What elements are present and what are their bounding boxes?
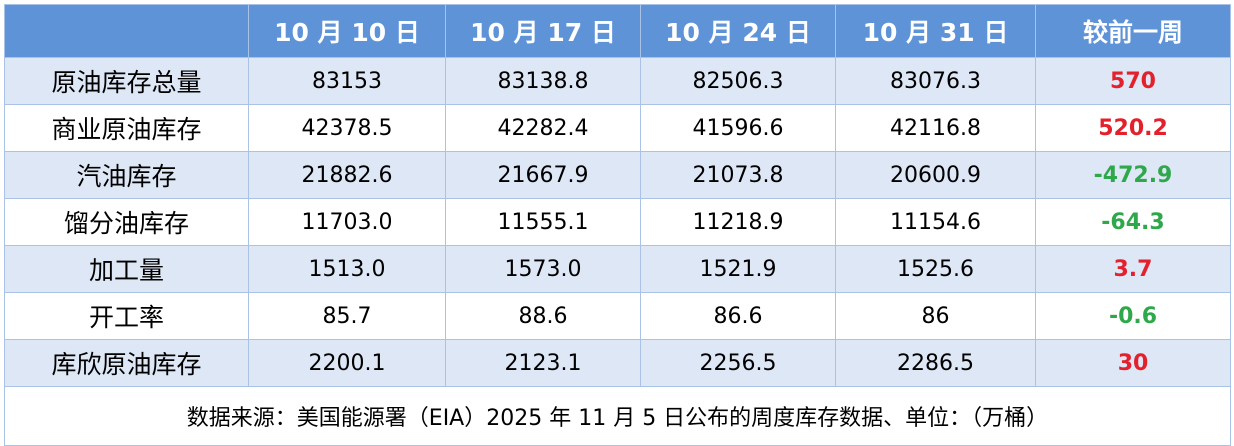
value-cell: 1521.9 bbox=[640, 245, 836, 293]
value-cell: 1513.0 bbox=[248, 245, 446, 293]
value-cell: 11154.6 bbox=[835, 198, 1036, 246]
value-cell: 82506.3 bbox=[640, 57, 836, 105]
value-cell: 11555.1 bbox=[445, 198, 641, 246]
row-label: 开工率 bbox=[4, 292, 249, 340]
table-row: 馏分油库存 11703.0 11555.1 11218.9 11154.6 -64.3 bbox=[4, 198, 1231, 246]
table-body: 原油库存总量 83153 83138.8 82506.3 83076.3 570 商业原油库… bbox=[4, 57, 1231, 446]
value-cell: 83153 bbox=[248, 57, 446, 105]
value-cell: 2256.5 bbox=[640, 339, 836, 387]
value-cell: 86 bbox=[835, 292, 1036, 340]
value-cell: 21073.8 bbox=[640, 151, 836, 199]
header-cell: 10 月 31 日 bbox=[835, 4, 1036, 58]
change-cell: 3.7 bbox=[1035, 245, 1231, 293]
value-cell: 42378.5 bbox=[248, 104, 446, 152]
table-row: 原油库存总量 83153 83138.8 82506.3 83076.3 570 bbox=[4, 57, 1231, 105]
value-cell: 86.6 bbox=[640, 292, 836, 340]
value-cell: 1573.0 bbox=[445, 245, 641, 293]
value-cell: 1525.6 bbox=[835, 245, 1036, 293]
header-row: 10 月 10 日 10 月 17 日 10 月 24 日 10 月 31 日较前一周 bbox=[4, 4, 1231, 58]
value-cell: 21882.6 bbox=[248, 151, 446, 199]
table-row: 汽油库存 21882.6 21667.9 21073.8 20600.9 -472.9 bbox=[4, 151, 1231, 199]
row-label: 汽油库存 bbox=[4, 151, 249, 199]
value-cell: 85.7 bbox=[248, 292, 446, 340]
header-cell: 10 月 10 日 bbox=[248, 4, 446, 58]
note-row: 数据来源：美国能源署（EIA）2025 年 11 月 5 日公布的周度库存数据、… bbox=[4, 386, 1231, 446]
header-cell: 10 月 24 日 bbox=[640, 4, 836, 58]
table-row: 商业原油库存 42378.5 42282.4 41596.6 42116.8 520.2 bbox=[4, 104, 1231, 152]
value-cell: 21667.9 bbox=[445, 151, 641, 199]
change-cell: 570 bbox=[1035, 57, 1231, 105]
value-cell: 88.6 bbox=[445, 292, 641, 340]
row-label: 加工量 bbox=[4, 245, 249, 293]
value-cell: 41596.6 bbox=[640, 104, 836, 152]
data-table: 10 月 10 日 10 月 17 日 10 月 24 日 10 月 31 日较前一周… bbox=[4, 4, 1231, 446]
value-cell: 42116.8 bbox=[835, 104, 1036, 152]
source-note: 数据来源：美国能源署（EIA）2025 年 11 月 5 日公布的周度库存数据、… bbox=[4, 386, 1231, 446]
change-cell: -64.3 bbox=[1035, 198, 1231, 246]
header-cell bbox=[4, 4, 249, 58]
change-cell: 30 bbox=[1035, 339, 1231, 387]
value-cell: 2200.1 bbox=[248, 339, 446, 387]
value-cell: 20600.9 bbox=[835, 151, 1036, 199]
row-label: 库欣原油库存 bbox=[4, 339, 249, 387]
row-label: 原油库存总量 bbox=[4, 57, 249, 105]
change-cell: -0.6 bbox=[1035, 292, 1231, 340]
change-cell: -472.9 bbox=[1035, 151, 1231, 199]
value-cell: 11218.9 bbox=[640, 198, 836, 246]
row-label: 商业原油库存 bbox=[4, 104, 249, 152]
value-cell: 2123.1 bbox=[445, 339, 641, 387]
table-row: 库欣原油库存 2200.1 2123.1 2256.5 2286.5 30 bbox=[4, 339, 1231, 387]
table-row: 加工量 1513.0 1573.0 1521.9 1525.6 3.7 bbox=[4, 245, 1231, 293]
change-cell: 520.2 bbox=[1035, 104, 1231, 152]
value-cell: 83076.3 bbox=[835, 57, 1036, 105]
value-cell: 11703.0 bbox=[248, 198, 446, 246]
value-cell: 2286.5 bbox=[835, 339, 1036, 387]
header-cell: 较前一周 bbox=[1035, 4, 1231, 58]
row-label: 馏分油库存 bbox=[4, 198, 249, 246]
value-cell: 42282.4 bbox=[445, 104, 641, 152]
table-row: 开工率 85.7 88.6 86.6 86 -0.6 bbox=[4, 292, 1231, 340]
value-cell: 83138.8 bbox=[445, 57, 641, 105]
header-cell: 10 月 17 日 bbox=[445, 4, 641, 58]
